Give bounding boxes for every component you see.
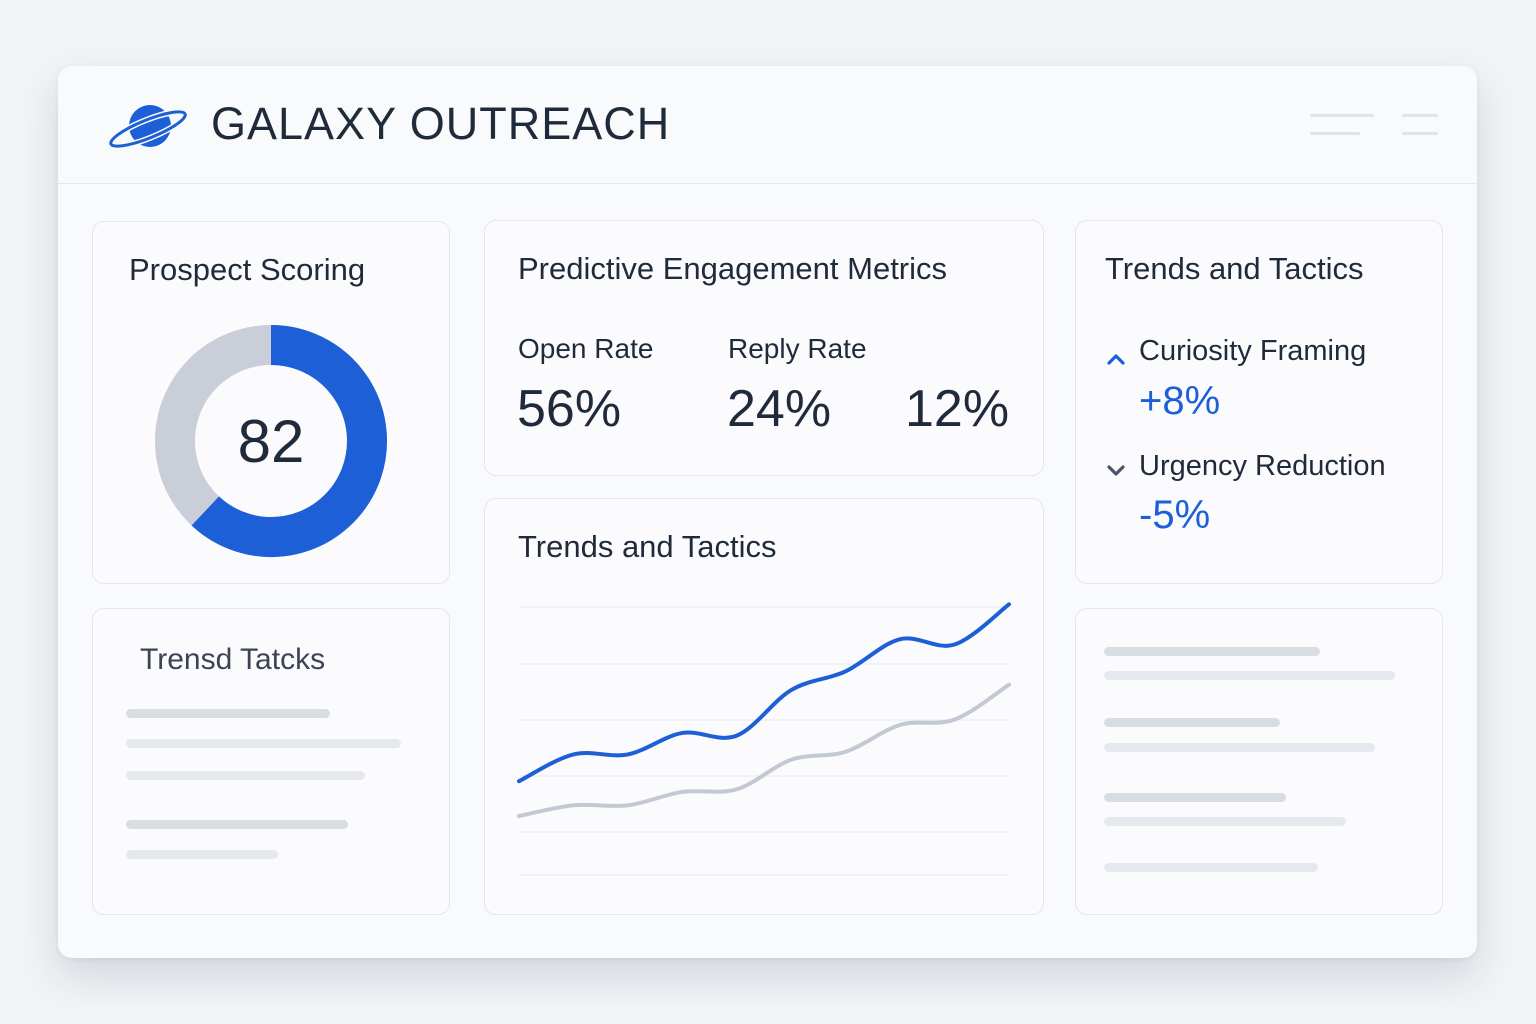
trends-tactics-title: Trends and Tactics [1105, 251, 1364, 286]
prospect-scoring-title: Prospect Scoring [129, 252, 366, 287]
score-value: 82 [238, 408, 305, 475]
series-line-secondary [517, 682, 1011, 819]
open-rate-value: 56% [517, 380, 622, 438]
skeleton-line [1104, 863, 1318, 872]
score-donut-arc [191, 325, 387, 557]
trend-line-chart [517, 602, 1011, 876]
skeleton-line [126, 739, 401, 748]
skeleton-line [1104, 647, 1320, 656]
trends-chart-card: Trends and Tactics [484, 498, 1044, 915]
planet-ring-icon [107, 105, 189, 150]
app-header: GALAXY OUTREACH [58, 66, 1477, 184]
engagement-metrics-card: Predictive Engagement Metrics Open Rate … [484, 220, 1044, 476]
placeholder-card-title: Trensd Tatcks [140, 643, 326, 676]
chevron-up-icon [1107, 354, 1125, 365]
score-donut-chart: 82 [155, 325, 387, 557]
skeleton-line [126, 820, 348, 829]
tactic-value-curiosity: +8% [1139, 379, 1221, 423]
skeleton-line [1104, 817, 1346, 826]
trends-chart-title: Trends and Tactics [518, 529, 777, 564]
chevron-down-icon [1107, 465, 1125, 476]
skeleton-line [126, 771, 365, 780]
engagement-metrics-title: Predictive Engagement Metrics [518, 251, 948, 286]
menu-lines-icon[interactable] [1308, 110, 1440, 140]
skeleton-line [1104, 793, 1286, 802]
app-title: GALAXY OUTREACH [211, 98, 671, 149]
skeleton-card [1075, 608, 1443, 915]
skeleton-line [1104, 743, 1375, 752]
skeleton-line [126, 850, 278, 859]
open-rate-label: Open Rate [518, 333, 654, 364]
skeleton-line [1104, 671, 1395, 680]
dashboard-window: GALAXY OUTREACH Prospect Scoring 82 Tren… [58, 66, 1477, 958]
tactic-value-urgency: -5% [1139, 493, 1211, 537]
third-metric-value: 12% [905, 380, 1010, 438]
prospect-scoring-card: Prospect Scoring 82 [92, 221, 450, 584]
reply-rate-value: 24% [727, 380, 832, 438]
tactic-label-urgency: Urgency Reduction [1139, 450, 1386, 482]
trends-tactics-card: Trends and Tactics Curiosity Framing +8%… [1075, 220, 1443, 584]
reply-rate-label: Reply Rate [728, 333, 867, 364]
series-line-primary [517, 602, 1011, 784]
tactic-label-curiosity: Curiosity Framing [1139, 335, 1367, 367]
skeleton-line [126, 709, 330, 718]
skeleton-line [1104, 718, 1280, 727]
trend-tactics-placeholder-card: Trensd Tatcks [92, 608, 450, 915]
